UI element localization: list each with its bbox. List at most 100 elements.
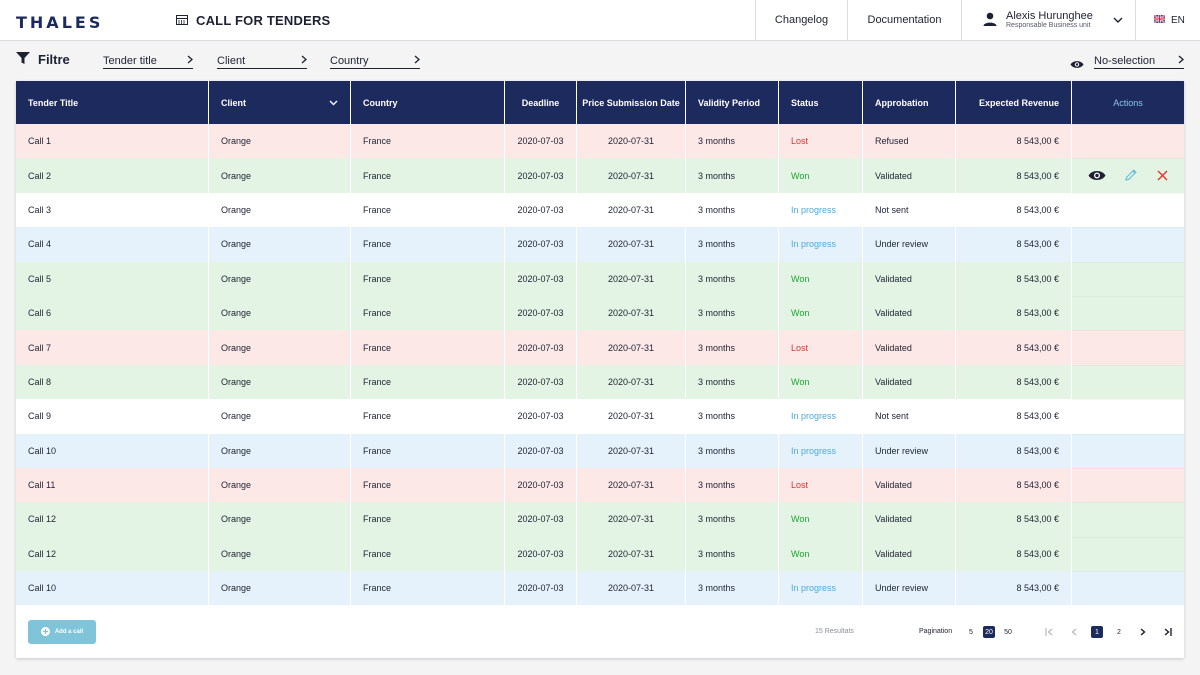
- cell-tender-title: Call 1: [16, 124, 209, 159]
- cell-price-submission: 2020-07-31: [577, 330, 686, 365]
- tender-title-filter[interactable]: Tender title: [103, 53, 193, 69]
- col-header-tender-title[interactable]: Tender Title: [16, 81, 209, 124]
- table-row[interactable]: Call 8 Orange France 2020-07-03 2020-07-31 3 …: [16, 364, 1184, 400]
- cell-tender-title: Call 11: [16, 467, 209, 503]
- col-header-revenue[interactable]: Expected Revenue: [956, 81, 1072, 124]
- cell-country: France: [351, 536, 505, 572]
- page-2[interactable]: 2: [1117, 628, 1121, 636]
- table-row[interactable]: Call 12 Orange France 2020-07-03 2020-07-31 3…: [16, 502, 1184, 537]
- cell-deadline: 2020-07-03: [505, 399, 577, 434]
- prev-page-icon[interactable]: [1067, 625, 1081, 639]
- cell-deadline: 2020-07-03: [505, 467, 577, 503]
- table-row[interactable]: Call 2 Orange France 2020-07-03 2020-07-31 3 …: [16, 158, 1184, 193]
- cell-country: France: [351, 364, 505, 400]
- page-size-20[interactable]: 20: [983, 626, 995, 638]
- cell-status: Won: [779, 502, 863, 537]
- page-size-50[interactable]: 50: [1004, 628, 1012, 636]
- user-name: Alexis Hurunghee: [1006, 10, 1093, 23]
- chevron-right-icon: [1178, 54, 1184, 68]
- country-filter-label: Country: [330, 54, 369, 67]
- cell-actions: [1072, 227, 1184, 261]
- cell-deadline: 2020-07-03: [505, 571, 577, 606]
- cell-client: Orange: [209, 502, 351, 537]
- cell-validity: 3 months: [686, 571, 779, 606]
- cell-client: Orange: [209, 467, 351, 503]
- page-1[interactable]: 1: [1091, 626, 1103, 638]
- view-button[interactable]: [1088, 170, 1106, 183]
- pagination-label: Pagination: [919, 628, 953, 635]
- col-header-country[interactable]: Country: [351, 81, 505, 124]
- table-row[interactable]: Call 4 Orange France 2020-07-03 2020-07-31 3 …: [16, 227, 1184, 262]
- cell-actions: [1072, 399, 1184, 433]
- user-info: Alexis Hurunghee Responsable Business un…: [1006, 10, 1093, 30]
- eye-icon: [1088, 170, 1106, 183]
- cell-approbation: Under review: [863, 571, 956, 606]
- table-row[interactable]: Call 6 Orange France 2020-07-03 2020-07-31 3 …: [16, 295, 1184, 331]
- table-row[interactable]: Call 9 Orange France 2020-07-03 2020-07-31 3 …: [16, 399, 1184, 434]
- client-filter[interactable]: Client: [217, 53, 307, 69]
- documentation-link[interactable]: Documentation: [847, 0, 961, 40]
- user-menu[interactable]: Alexis Hurunghee Responsable Business un…: [961, 0, 1136, 40]
- cell-status: In progress: [779, 433, 863, 468]
- cell-tender-title: Call 9: [16, 399, 209, 434]
- page-size-5[interactable]: 5: [969, 628, 973, 636]
- changelog-link[interactable]: Changelog: [755, 0, 847, 40]
- cell-country: France: [351, 295, 505, 331]
- selection-filter-label: No-selection: [1094, 54, 1156, 67]
- col-header-price-submission[interactable]: Price Submission Date: [577, 81, 686, 124]
- cell-country: France: [351, 433, 505, 468]
- cell-actions: [1072, 124, 1184, 158]
- cell-validity: 3 months: [686, 467, 779, 503]
- cell-approbation: Validated: [863, 261, 956, 296]
- edit-button[interactable]: [1125, 169, 1138, 183]
- first-page-icon[interactable]: [1042, 625, 1056, 639]
- cell-validity: 3 months: [686, 502, 779, 537]
- cell-validity: 3 months: [686, 192, 779, 228]
- language-code: EN: [1171, 14, 1185, 26]
- table-row[interactable]: Call 12 Orange France 2020-07-03 2020-07-31 3…: [16, 536, 1184, 572]
- add-call-button[interactable]: Add a call: [28, 620, 96, 644]
- col-header-approbation[interactable]: Approbation: [863, 81, 956, 124]
- thales-logo[interactable]: THALES: [16, 13, 104, 32]
- plus-circle-icon: [40, 626, 50, 638]
- app-title: CALL FOR TENDERS: [176, 0, 330, 40]
- cell-price-submission: 2020-07-31: [577, 502, 686, 537]
- col-header-validity[interactable]: Validity Period: [686, 81, 779, 124]
- selection-filter[interactable]: No-selection: [1094, 53, 1184, 69]
- table-row[interactable]: Call 1 Orange France 2020-07-03 2020-07-31 3 …: [16, 124, 1184, 159]
- col-header-client[interactable]: Client: [209, 81, 351, 124]
- cell-validity: 3 months: [686, 536, 779, 572]
- table-row[interactable]: Call 10 Orange France 2020-07-03 2020-07-31 3…: [16, 433, 1184, 468]
- cell-status: In progress: [779, 399, 863, 434]
- cell-revenue: 8 543,00 €: [956, 295, 1072, 331]
- cell-status: Won: [779, 364, 863, 400]
- results-count: 15 Resultats: [815, 628, 854, 635]
- country-filter[interactable]: Country: [330, 53, 420, 69]
- cell-revenue: 8 543,00 €: [956, 330, 1072, 365]
- cell-client: Orange: [209, 330, 351, 365]
- last-page-icon[interactable]: [1160, 625, 1174, 639]
- language-selector[interactable]: EN: [1153, 0, 1185, 40]
- chevron-right-icon: [301, 54, 307, 68]
- cell-revenue: 8 543,00 €: [956, 399, 1072, 434]
- col-header-status[interactable]: Status: [779, 81, 863, 124]
- table-row[interactable]: Call 3 Orange France 2020-07-03 2020-07-31 3 …: [16, 192, 1184, 228]
- cell-country: France: [351, 158, 505, 193]
- next-page-icon[interactable]: [1136, 625, 1150, 639]
- cell-revenue: 8 543,00 €: [956, 433, 1072, 468]
- cell-status: Lost: [779, 124, 863, 159]
- cell-tender-title: Call 12: [16, 536, 209, 572]
- table-row[interactable]: Call 10 Orange France 2020-07-03 2020-07-31 3…: [16, 571, 1184, 606]
- delete-button[interactable]: [1157, 170, 1168, 183]
- table-row[interactable]: Call 7 Orange France 2020-07-03 2020-07-31 3 …: [16, 330, 1184, 365]
- cell-price-submission: 2020-07-31: [577, 261, 686, 296]
- table-row[interactable]: Call 11 Orange France 2020-07-03 2020-07-31 3…: [16, 467, 1184, 503]
- cell-actions: [1072, 192, 1184, 227]
- filter-toggle[interactable]: Filtre: [16, 52, 70, 67]
- cell-revenue: 8 543,00 €: [956, 364, 1072, 400]
- cell-client: Orange: [209, 295, 351, 331]
- cell-approbation: Not sent: [863, 399, 956, 434]
- funnel-icon: [16, 52, 30, 67]
- table-row[interactable]: Call 5 Orange France 2020-07-03 2020-07-31 3 …: [16, 261, 1184, 296]
- col-header-deadline[interactable]: Deadline: [505, 81, 577, 124]
